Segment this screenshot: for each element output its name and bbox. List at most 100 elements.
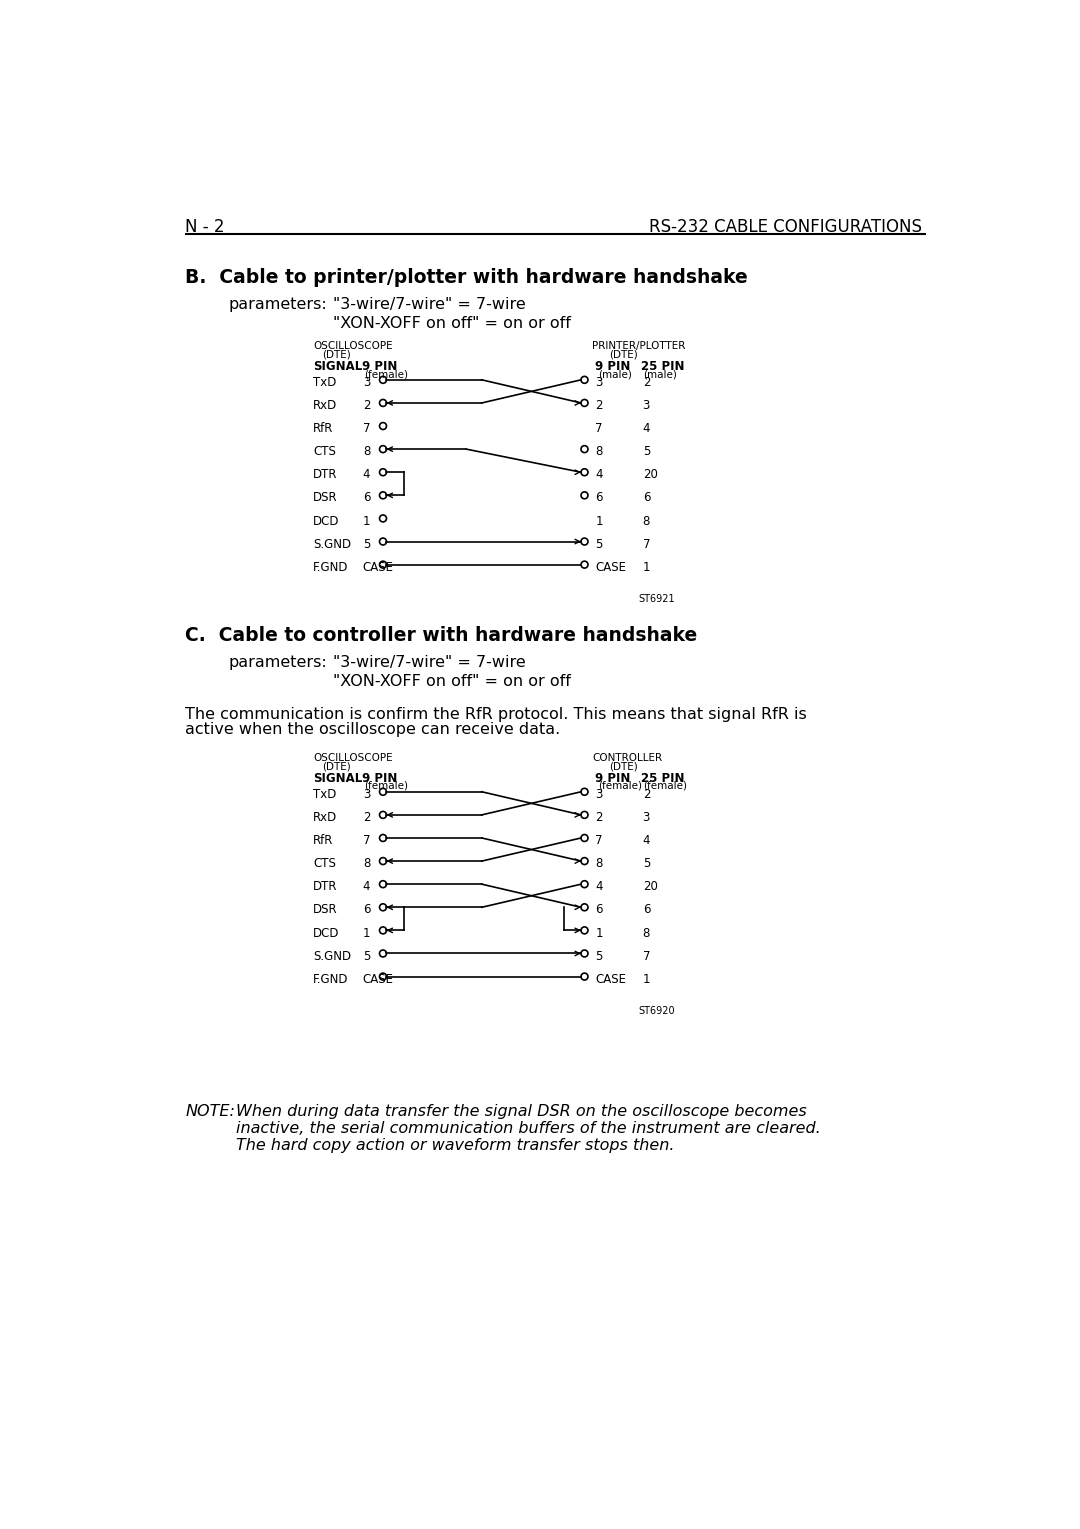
Text: (female): (female) (644, 781, 687, 790)
Text: 4: 4 (595, 468, 603, 482)
Text: (male): (male) (597, 368, 632, 379)
Text: (DTE): (DTE) (323, 761, 351, 772)
Text: The communication is confirm the RfR protocol. This means that signal RfR is: The communication is confirm the RfR pro… (186, 706, 807, 722)
Text: F.GND: F.GND (313, 561, 349, 573)
Text: The hard copy action or waveform transfer stops then.: The hard copy action or waveform transfe… (235, 1138, 674, 1153)
Text: TxD: TxD (313, 376, 337, 388)
Text: 3: 3 (643, 810, 650, 824)
Text: DTR: DTR (313, 881, 338, 893)
Text: RfR: RfR (313, 835, 334, 847)
Text: PRINTER/PLOTTER: PRINTER/PLOTTER (592, 341, 686, 352)
Text: SIGNAL: SIGNAL (313, 359, 363, 373)
Text: CONTROLLER: CONTROLLER (592, 754, 662, 763)
Text: C.  Cable to controller with hardware handshake: C. Cable to controller with hardware han… (186, 627, 698, 645)
Text: 3: 3 (595, 376, 603, 388)
Text: CASE: CASE (363, 561, 394, 573)
Text: 2: 2 (363, 810, 370, 824)
Text: 25 PIN: 25 PIN (642, 772, 685, 784)
Text: parameters:: parameters: (228, 298, 327, 312)
Text: RxD: RxD (313, 399, 337, 413)
Text: DSR: DSR (313, 904, 338, 916)
Text: 7: 7 (595, 422, 603, 436)
Text: 8: 8 (595, 445, 603, 459)
Text: DSR: DSR (313, 491, 338, 505)
Text: 7: 7 (363, 835, 370, 847)
Text: 6: 6 (595, 904, 603, 916)
Text: CASE: CASE (595, 561, 626, 573)
Text: 6: 6 (363, 904, 370, 916)
Text: RfR: RfR (313, 422, 334, 436)
Text: DCD: DCD (313, 515, 340, 528)
Text: 4: 4 (643, 835, 650, 847)
Text: OSCILLOSCOPE: OSCILLOSCOPE (313, 341, 393, 352)
Text: 4: 4 (643, 422, 650, 436)
Text: 7: 7 (643, 538, 650, 550)
Text: "3-wire/7-wire" = 7-wire: "3-wire/7-wire" = 7-wire (333, 656, 525, 671)
Text: 2: 2 (595, 810, 603, 824)
Text: 25 PIN: 25 PIN (642, 359, 685, 373)
Text: 5: 5 (595, 538, 603, 550)
Text: 1: 1 (363, 927, 370, 939)
Text: F.GND: F.GND (313, 972, 349, 986)
Text: CASE: CASE (363, 972, 394, 986)
Text: (female): (female) (364, 781, 408, 790)
Text: DTR: DTR (313, 468, 338, 482)
Text: 7: 7 (643, 950, 650, 963)
Text: "XON-XOFF on off" = on or off: "XON-XOFF on off" = on or off (333, 674, 570, 690)
Text: 1: 1 (595, 927, 603, 939)
Text: B.  Cable to printer/plotter with hardware handshake: B. Cable to printer/plotter with hardwar… (186, 268, 748, 287)
Text: ST6920: ST6920 (638, 1006, 675, 1015)
Text: 6: 6 (643, 491, 650, 505)
Text: active when the oscilloscope can receive data.: active when the oscilloscope can receive… (186, 723, 561, 737)
Text: 8: 8 (363, 858, 370, 870)
Text: 5: 5 (363, 950, 370, 963)
Text: 4: 4 (363, 468, 370, 482)
Text: (female): (female) (364, 368, 408, 379)
Text: 20: 20 (643, 881, 658, 893)
Text: S.GND: S.GND (313, 950, 351, 963)
Text: 1: 1 (363, 515, 370, 528)
Text: 9 PIN: 9 PIN (362, 772, 397, 784)
Text: inactive, the serial communication buffers of the instrument are cleared.: inactive, the serial communication buffe… (235, 1121, 821, 1136)
Text: 8: 8 (363, 445, 370, 459)
Text: 9 PIN: 9 PIN (362, 359, 397, 373)
Text: 6: 6 (595, 491, 603, 505)
Text: parameters:: parameters: (228, 656, 327, 671)
Text: 1: 1 (643, 561, 650, 573)
Text: 5: 5 (643, 445, 650, 459)
Text: 3: 3 (595, 787, 603, 801)
Text: SIGNAL: SIGNAL (313, 772, 363, 784)
Text: 8: 8 (643, 927, 650, 939)
Text: 5: 5 (363, 538, 370, 550)
Text: RxD: RxD (313, 810, 337, 824)
Text: 6: 6 (363, 491, 370, 505)
Text: CTS: CTS (313, 445, 336, 459)
Text: 4: 4 (595, 881, 603, 893)
Text: 9 PIN: 9 PIN (595, 359, 631, 373)
Text: 2: 2 (643, 787, 650, 801)
Text: NOTE:: NOTE: (186, 1104, 235, 1119)
Text: S.GND: S.GND (313, 538, 351, 550)
Text: 7: 7 (595, 835, 603, 847)
Text: (female): (female) (597, 781, 642, 790)
Text: "XON-XOFF on off" = on or off: "XON-XOFF on off" = on or off (333, 317, 570, 330)
Text: "3-wire/7-wire" = 7-wire: "3-wire/7-wire" = 7-wire (333, 298, 525, 312)
Text: 2: 2 (363, 399, 370, 413)
Text: 6: 6 (643, 904, 650, 916)
Text: 5: 5 (643, 858, 650, 870)
Text: 8: 8 (643, 515, 650, 528)
Text: 8: 8 (595, 858, 603, 870)
Text: 20: 20 (643, 468, 658, 482)
Text: 5: 5 (595, 950, 603, 963)
Text: 1: 1 (595, 515, 603, 528)
Text: ST6921: ST6921 (638, 593, 675, 604)
Text: CTS: CTS (313, 858, 336, 870)
Text: (DTE): (DTE) (609, 350, 638, 359)
Text: (DTE): (DTE) (323, 350, 351, 359)
Text: 1: 1 (643, 972, 650, 986)
Text: OSCILLOSCOPE: OSCILLOSCOPE (313, 754, 393, 763)
Text: 7: 7 (363, 422, 370, 436)
Text: 3: 3 (363, 787, 370, 801)
Text: DCD: DCD (313, 927, 340, 939)
Text: When during data transfer the signal DSR on the oscilloscope becomes: When during data transfer the signal DSR… (235, 1104, 807, 1119)
